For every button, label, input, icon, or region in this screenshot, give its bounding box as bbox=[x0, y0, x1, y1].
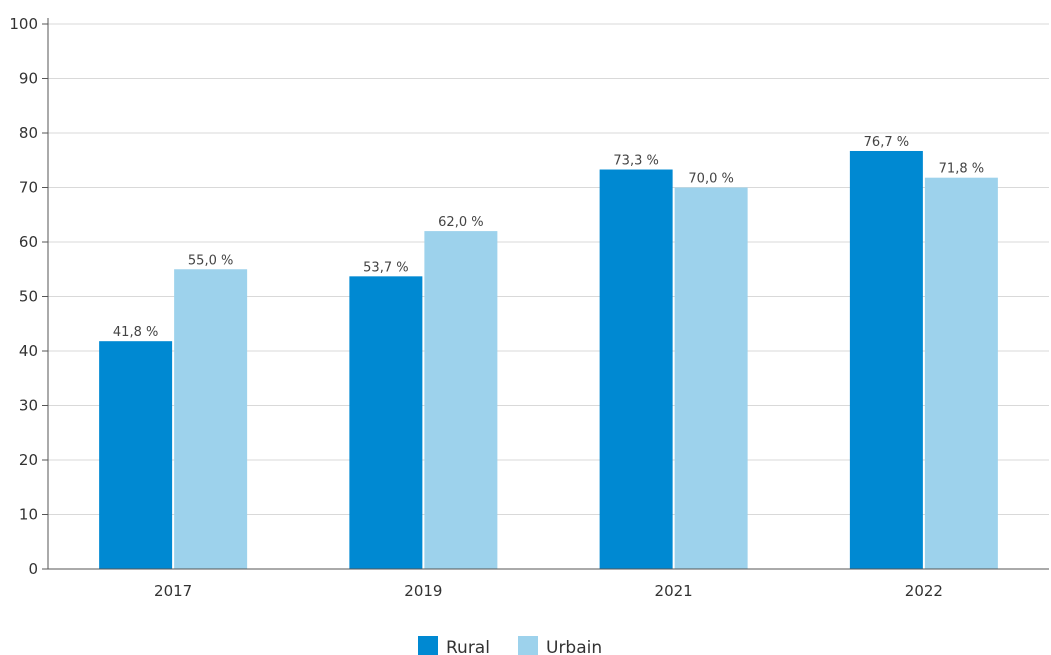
y-tick-label: 100 bbox=[9, 15, 38, 33]
x-tick-label: 2019 bbox=[404, 582, 442, 600]
data-label-rural-2022: 76,7 % bbox=[864, 135, 909, 150]
legend-swatch-urbain bbox=[518, 636, 538, 655]
data-label-urbain-2017: 55,0 % bbox=[188, 253, 233, 268]
y-tick-label: 30 bbox=[19, 397, 38, 415]
bar-rural-2022 bbox=[849, 150, 923, 570]
y-tick-label: 10 bbox=[19, 506, 38, 524]
bar-urbain-2019 bbox=[424, 231, 498, 569]
data-labels: 41,8 % 55,0 % 53,7 % 62,0 % 73,3 % 70,0 % 76,7… bbox=[113, 135, 984, 340]
y-tick-label: 70 bbox=[19, 179, 38, 197]
x-tick-label: 2021 bbox=[655, 582, 693, 600]
data-label-rural-2021: 73,3 % bbox=[613, 154, 658, 169]
x-tick-label: 2017 bbox=[154, 582, 192, 600]
bar-urbain-2021 bbox=[674, 187, 748, 569]
bars bbox=[99, 150, 998, 570]
legend-swatch-rural bbox=[418, 636, 438, 655]
data-label-urbain-2022: 71,8 % bbox=[939, 162, 984, 177]
y-tick-label: 80 bbox=[19, 124, 38, 142]
y-tick-label: 0 bbox=[28, 560, 38, 578]
y-tick-label: 50 bbox=[19, 288, 38, 306]
data-label-urbain-2021: 70,0 % bbox=[688, 172, 733, 187]
data-label-rural-2017: 41,8 % bbox=[113, 325, 158, 340]
data-label-rural-2019: 53,7 % bbox=[363, 260, 408, 275]
y-tick-label: 90 bbox=[19, 70, 38, 88]
y-tick-label: 20 bbox=[19, 451, 38, 469]
legend: Rural Urbain bbox=[418, 636, 602, 655]
bar-rural-2017 bbox=[99, 341, 173, 569]
y-tick-label: 40 bbox=[19, 342, 38, 360]
bar-urbain-2022 bbox=[924, 177, 998, 569]
bar-rural-2021 bbox=[599, 169, 673, 569]
x-tick-label: 2022 bbox=[905, 582, 943, 600]
y-tick-label: 60 bbox=[19, 233, 38, 251]
axes: 0 10 20 30 40 50 60 70 80 90 100 2017 2019 2021 2022 bbox=[9, 15, 1049, 600]
legend-label-rural: Rural bbox=[446, 638, 490, 655]
legend-label-urbain: Urbain bbox=[546, 638, 602, 655]
bar-urbain-2017 bbox=[174, 269, 248, 569]
bar-rural-2019 bbox=[349, 276, 423, 569]
data-label-urbain-2019: 62,0 % bbox=[438, 215, 483, 230]
